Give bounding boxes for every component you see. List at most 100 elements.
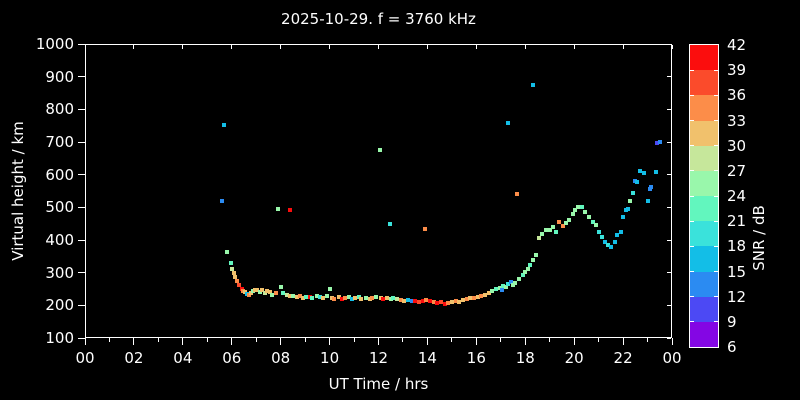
data-point <box>378 295 383 300</box>
data-point <box>370 295 375 300</box>
colorbar-tick-right <box>714 245 718 247</box>
data-point <box>614 233 619 238</box>
x-major-tick <box>133 338 135 345</box>
y-axis-label: Virtual height / km <box>9 121 27 261</box>
y-right-tick <box>667 239 671 241</box>
data-point <box>270 292 275 297</box>
x-minor-tick <box>157 338 159 342</box>
data-point <box>402 299 407 304</box>
data-point <box>387 221 392 226</box>
data-point <box>317 294 322 299</box>
colorbar-segment <box>690 45 718 71</box>
colorbar-segment <box>690 170 718 197</box>
colorbar-segment <box>690 145 718 172</box>
data-point <box>257 289 262 294</box>
y-tick-label: 700 <box>45 133 74 151</box>
x-axis-label: UT Time / hrs <box>328 375 429 393</box>
data-point <box>252 288 257 293</box>
data-point <box>435 301 440 306</box>
y-major-tick <box>78 206 85 208</box>
data-point <box>508 280 513 285</box>
x-top-tick <box>524 45 526 49</box>
data-point <box>325 293 330 298</box>
y-right-tick <box>667 337 671 339</box>
data-point <box>422 226 427 231</box>
data-point <box>388 296 393 301</box>
colorbar-tick-label: 18 <box>727 237 747 256</box>
colorbar-tick-left <box>690 170 694 172</box>
y-right-tick <box>667 174 671 176</box>
data-point <box>583 209 588 214</box>
data-point <box>606 242 611 247</box>
data-point <box>310 295 315 300</box>
x-top-tick <box>475 45 477 49</box>
data-point <box>570 211 575 216</box>
x-major-tick <box>475 338 477 345</box>
data-point <box>506 121 511 126</box>
colorbar-tick-label: 27 <box>727 161 747 180</box>
data-point <box>381 296 386 301</box>
colorbar-segment <box>690 95 718 121</box>
colorbar-tick-right <box>714 69 718 71</box>
y-right-tick <box>667 304 671 306</box>
data-point <box>330 295 335 300</box>
data-point <box>233 274 238 279</box>
x-major-tick <box>671 338 673 345</box>
data-point <box>645 199 650 204</box>
colorbar-tick-label: 9 <box>727 312 737 331</box>
x-top-tick <box>231 45 233 49</box>
colorbar-segment <box>690 246 718 272</box>
y-major-tick <box>78 43 85 45</box>
colorbar-tick-left <box>690 94 694 96</box>
y-major-tick <box>78 337 85 339</box>
x-tick-label: 18 <box>515 349 535 367</box>
data-point <box>649 185 654 190</box>
x-tick-label: 16 <box>466 349 486 367</box>
data-point <box>525 266 530 271</box>
x-minor-tick <box>108 338 110 342</box>
x-tick-label: 14 <box>417 349 437 367</box>
data-point <box>262 290 267 295</box>
colorbar-tick-left <box>690 145 694 147</box>
x-minor-tick <box>353 338 355 342</box>
colorbar-tick-left <box>690 69 694 71</box>
data-point <box>288 293 293 298</box>
x-top-tick <box>426 45 428 49</box>
colorbar-tick-right <box>714 271 718 272</box>
data-point <box>225 250 230 255</box>
x-top-tick <box>329 45 331 49</box>
colorbar-tick-label: 30 <box>727 136 747 155</box>
data-point <box>551 224 556 229</box>
x-minor-tick <box>206 338 208 342</box>
data-point <box>449 300 454 305</box>
x-top-tick <box>133 45 135 49</box>
data-point <box>547 228 552 233</box>
data-point <box>482 292 487 297</box>
colorbar-segment <box>690 221 718 247</box>
y-major-tick <box>78 76 85 78</box>
y-tick-label: 300 <box>45 263 74 282</box>
data-point <box>315 293 320 298</box>
colorbar-tick-label: 15 <box>727 262 747 281</box>
x-major-tick <box>280 338 282 345</box>
colorbar-tick-left <box>690 120 694 121</box>
data-point <box>536 236 541 241</box>
data-point <box>490 288 495 293</box>
y-right-tick <box>667 206 671 208</box>
colorbar-segment <box>690 120 718 147</box>
data-point <box>364 295 369 300</box>
y-major-tick <box>78 141 85 143</box>
colorbar-tick-right <box>714 220 718 222</box>
data-point <box>438 300 443 305</box>
data-point <box>557 220 562 225</box>
data-point <box>497 286 502 291</box>
data-point <box>579 205 584 209</box>
x-top-tick <box>573 45 575 49</box>
data-point <box>513 281 518 286</box>
data-point <box>391 295 396 300</box>
colorbar-tick-left <box>690 220 694 222</box>
data-point <box>596 230 601 235</box>
x-top-tick <box>378 45 379 49</box>
data-point <box>573 207 578 212</box>
